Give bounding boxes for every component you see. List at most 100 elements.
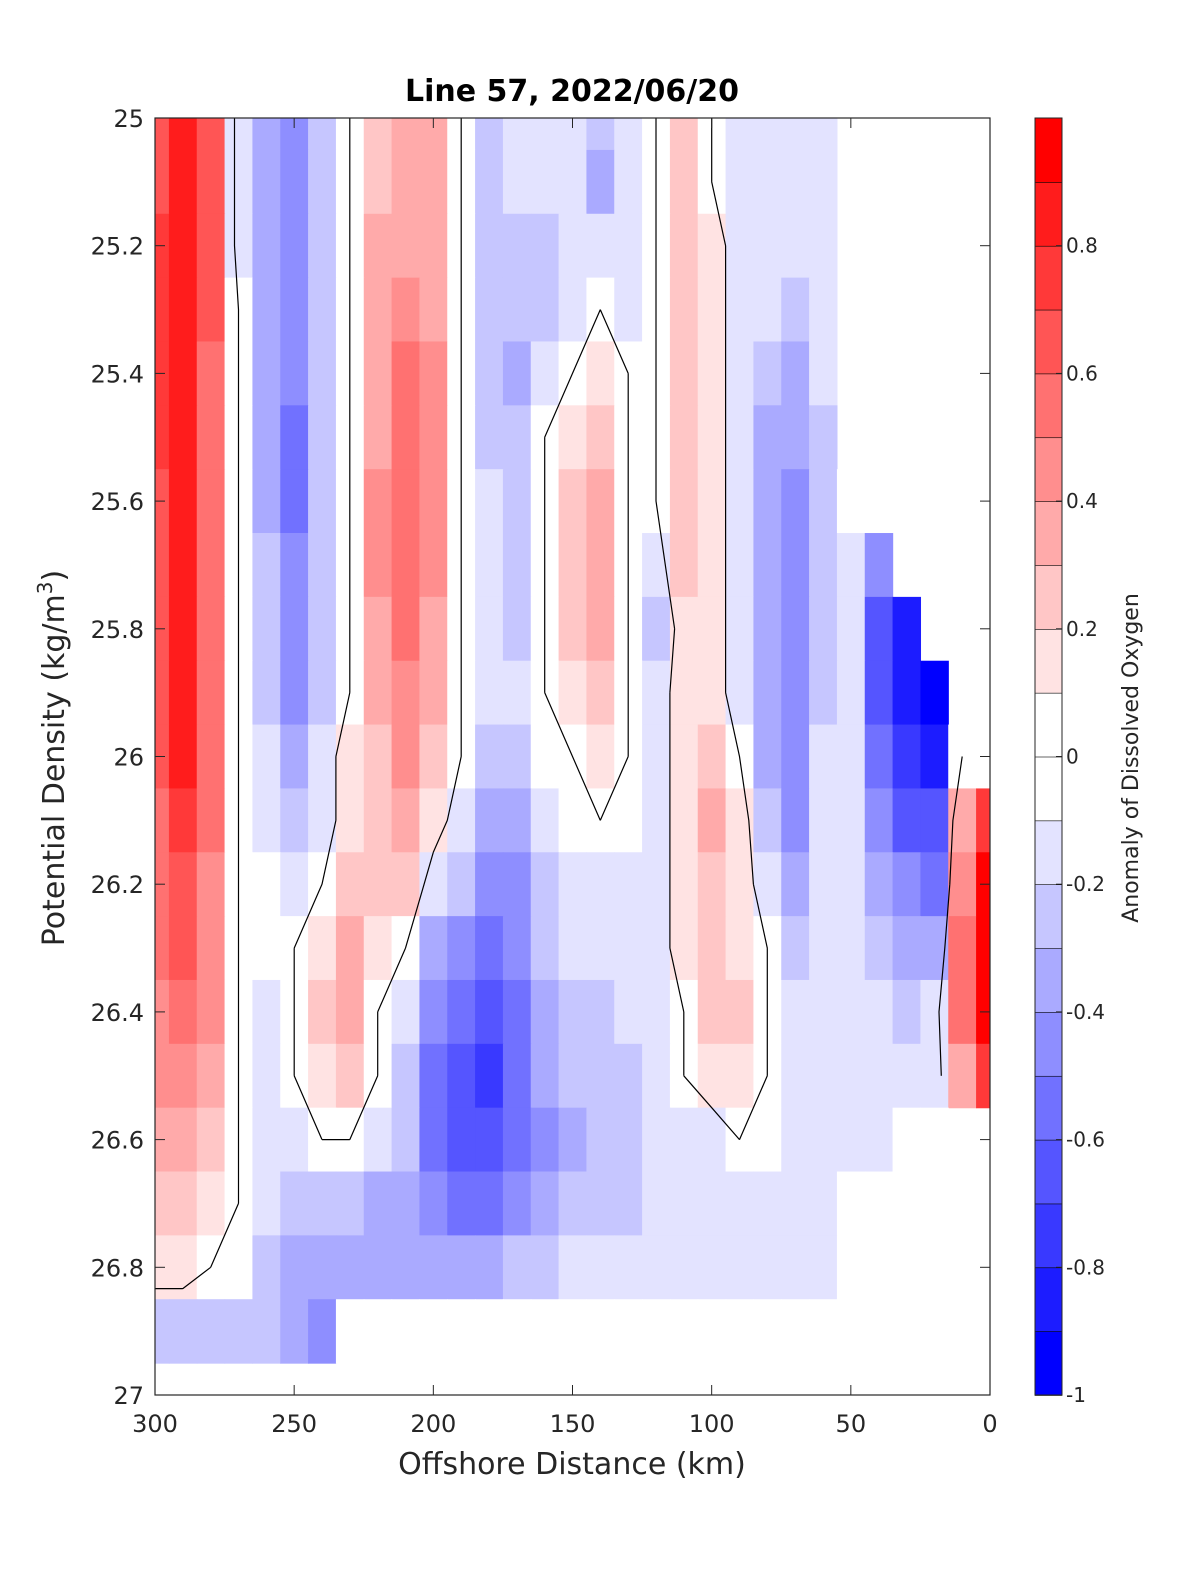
heatmap-cell (363, 149, 393, 215)
heatmap-cell (502, 533, 532, 598)
heatmap-cell (586, 852, 615, 917)
heatmap-cell (836, 1235, 866, 1300)
heatmap-cell (697, 660, 727, 726)
y-tick-label: 25.6 (91, 488, 144, 516)
heatmap-cell (196, 660, 226, 726)
heatmap-cell (308, 916, 337, 981)
x-tick-label: 300 (132, 1410, 178, 1438)
heatmap-cell (168, 1043, 198, 1109)
heatmap-cell (308, 341, 337, 406)
colorbar-band (1034, 564, 1063, 630)
heatmap-cell (168, 1235, 198, 1300)
heatmap-cell (586, 1299, 615, 1364)
heatmap-cell (447, 788, 476, 853)
heatmap-cell (363, 916, 393, 981)
colorbar-tick-label: -0.6 (1066, 1128, 1105, 1152)
heatmap-cell (669, 724, 699, 790)
heatmap-cell (196, 1299, 226, 1364)
y-axis-title: Potential Density (kg/m3) (33, 570, 72, 946)
heatmap-cell (725, 852, 755, 917)
heatmap-cell (892, 1043, 922, 1109)
heatmap-cell (781, 277, 810, 343)
heatmap-cell (168, 852, 198, 917)
y-tick-label: 26.2 (91, 871, 144, 899)
heatmap-cell (530, 724, 560, 790)
heatmap-cell (252, 916, 281, 981)
heatmap-cell (781, 149, 810, 215)
heatmap-cell (669, 1171, 699, 1236)
heatmap-cell (725, 1235, 755, 1300)
heatmap-cell (363, 213, 393, 279)
heatmap-cell (669, 277, 699, 343)
heatmap-cell (196, 277, 226, 343)
heatmap-cell (697, 852, 727, 917)
heatmap-cell (614, 979, 643, 1045)
heatmap-cell (669, 852, 699, 917)
colorbar-band (1034, 181, 1063, 247)
colorbar: 0.8 0.6 0.4 0.2 0 -0.2 -0.4 -0.6 -0.8 -1 Anomaly … (1034, 117, 1144, 1407)
heatmap-cell (447, 1235, 476, 1300)
heatmap-cell (168, 1171, 198, 1236)
heatmap-cell (196, 149, 226, 215)
heatmap-cell (363, 341, 393, 406)
heatmap-cell (697, 916, 727, 981)
heatmap-cell (781, 1235, 810, 1300)
heatmap-cell (419, 1043, 448, 1109)
heatmap-cell (669, 118, 699, 151)
heatmap-cell (892, 916, 922, 981)
heatmap-cell (196, 341, 226, 406)
y-tick-label: 27 (113, 1382, 144, 1410)
heatmap-cell (586, 724, 615, 790)
heatmap-cell (475, 213, 504, 279)
heatmap-cell (530, 213, 560, 279)
heatmap-cell (781, 341, 810, 406)
heatmap-cell (502, 788, 532, 853)
heatmap-cell (363, 118, 393, 151)
heatmap-cell (335, 788, 365, 853)
heatmap-cell (363, 596, 393, 662)
heatmap-cell (335, 1043, 365, 1109)
heatmap-cell (224, 1235, 254, 1300)
heatmap-cell (168, 916, 198, 981)
heatmap-cell (948, 1043, 977, 1109)
x-axis-title: Offshore Distance (km) (398, 1447, 746, 1482)
heatmap-cell (530, 277, 560, 343)
heatmap-cell (642, 533, 671, 598)
heatmap-cell (920, 979, 949, 1045)
heatmap-cell (586, 469, 615, 534)
heatmap-cell (252, 277, 281, 343)
heatmap-cell (530, 1107, 560, 1173)
heatmap-cell (363, 660, 393, 726)
heatmap-cell (502, 660, 532, 726)
heatmap-cell (558, 596, 588, 662)
heatmap-cell (280, 1171, 309, 1236)
colorbar-band (1034, 245, 1063, 311)
heatmap-cell (948, 852, 977, 917)
heatmap-cell (836, 852, 866, 917)
heatmap-cell (558, 149, 588, 215)
heatmap-cell (948, 979, 977, 1045)
heatmap-cell (669, 916, 699, 981)
heatmap-cell (155, 277, 170, 343)
heatmap-cell (280, 1299, 309, 1364)
heatmap-cell (725, 405, 755, 470)
heatmap-cell (308, 149, 337, 215)
heatmap-cell (502, 852, 532, 917)
heatmap-cell (558, 1299, 588, 1364)
heatmap-cell (558, 1171, 588, 1236)
heatmap-cell (614, 916, 643, 981)
heatmap-cell (697, 979, 727, 1045)
y-tick-label: 25.8 (91, 616, 144, 644)
heatmap-cell (419, 724, 448, 790)
colorbar-band (1034, 500, 1063, 566)
x-axis: 300 250 200 150 100 50 0 (132, 118, 998, 1438)
heatmap-cell (363, 277, 393, 343)
heatmap-cell (697, 1107, 727, 1173)
heatmap-cell (280, 149, 309, 215)
heatmap-cell (252, 118, 281, 151)
heatmap-cell (502, 1299, 532, 1364)
heatmap-cell (920, 916, 949, 981)
heatmap-cell (168, 469, 198, 534)
heatmap-cell (335, 1235, 365, 1300)
heatmap-cell (753, 277, 782, 343)
